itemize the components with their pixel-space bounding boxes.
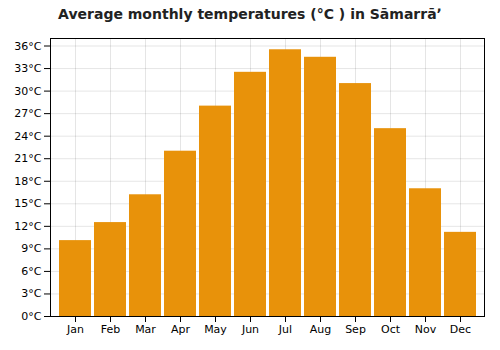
- svg-text:May: May: [204, 323, 227, 336]
- svg-text:Sep: Sep: [345, 323, 366, 336]
- svg-text:27°C: 27°C: [14, 107, 41, 120]
- html-text:Average monthly temperatures (: Average monthly temperatures (°C ) in Sā…: [58, 6, 442, 22]
- svg-text:12°C: 12°C: [14, 220, 41, 233]
- svg-text:Jan: Jan: [66, 323, 84, 336]
- svg-text:Jun: Jun: [241, 323, 259, 336]
- svg-text:Apr: Apr: [171, 323, 191, 336]
- svg-text:21°C: 21°C: [14, 152, 41, 165]
- svg-text:Mar: Mar: [135, 323, 156, 336]
- svg-text:Oct: Oct: [381, 323, 401, 336]
- svg-text:15°C: 15°C: [14, 197, 41, 210]
- svg-text:18°C: 18°C: [14, 175, 41, 188]
- svg-text:Nov: Nov: [415, 323, 437, 336]
- svg-text:6°C: 6°C: [21, 265, 41, 278]
- svg-text:Feb: Feb: [101, 323, 120, 336]
- svg-text:Jul: Jul: [278, 323, 292, 336]
- svg-text:9°C: 9°C: [21, 242, 41, 255]
- svg-text:36°C: 36°C: [14, 40, 41, 53]
- svg-text:33°C: 33°C: [14, 62, 41, 75]
- svg-text:30°C: 30°C: [14, 85, 41, 98]
- svg-text:Dec: Dec: [450, 323, 471, 336]
- svg-text:3°C: 3°C: [21, 287, 41, 300]
- svg-text:Aug: Aug: [310, 323, 331, 336]
- svg-text:0°C: 0°C: [21, 310, 41, 323]
- svg-text:24°C: 24°C: [14, 130, 41, 143]
